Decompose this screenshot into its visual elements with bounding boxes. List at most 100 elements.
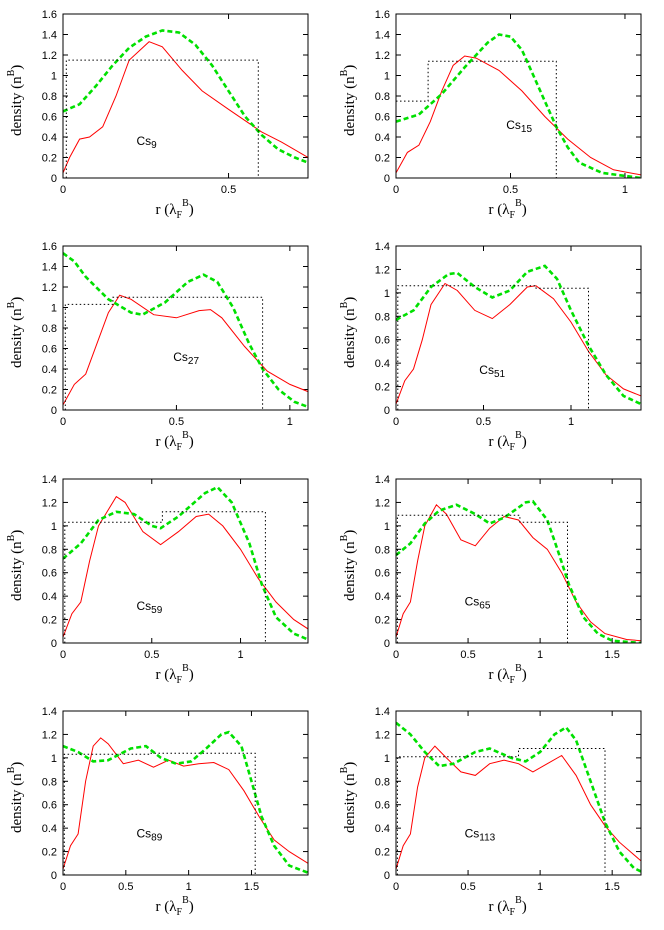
- line-solid: [396, 503, 641, 642]
- y-axis-label: density (nB): [6, 762, 25, 833]
- x-label-text: r (λ: [156, 434, 178, 450]
- y-tick-label: 1.4: [42, 262, 57, 274]
- annotation: Cs51: [479, 363, 505, 380]
- y-tick-label: 0.8: [42, 544, 57, 556]
- line-dotted: [64, 296, 264, 410]
- x-tick-label: 1.5: [605, 649, 620, 661]
- annotation: Cs27: [173, 350, 199, 367]
- y-tick-label: 0.6: [375, 800, 390, 812]
- y-tick-label: 0.4: [42, 591, 57, 603]
- x-tick-label: 0: [393, 184, 399, 196]
- y-label-end: ): [9, 530, 25, 535]
- y-tick-label: 1: [384, 521, 390, 533]
- y-label-sup: B: [339, 766, 350, 773]
- x-label-end: ): [189, 434, 194, 450]
- y-tick-label: 0: [51, 173, 57, 185]
- line-solid: [63, 495, 308, 638]
- x-tick-label: 0.5: [221, 184, 236, 196]
- y-tick-label: 1.4: [42, 30, 57, 42]
- x-tick-label: 0: [393, 881, 399, 893]
- annotation: Cs15: [506, 118, 532, 135]
- line-solid: [63, 737, 308, 870]
- x-label-sup: B: [182, 663, 189, 674]
- y-tick-label: 1.4: [375, 30, 390, 42]
- y-label-sup: B: [339, 301, 350, 308]
- y-tick-label: 1: [384, 753, 390, 765]
- y-tick-label: 0.8: [375, 311, 390, 323]
- y-tick-label: 1.6: [375, 9, 390, 21]
- y-tick-label: 0: [51, 405, 57, 417]
- y-tick-label: 0.8: [42, 91, 57, 103]
- annotation-text: Cs: [137, 826, 152, 840]
- y-tick-label: 0.2: [42, 153, 57, 165]
- y-tick-label: 0: [384, 405, 390, 417]
- line-dotted: [63, 752, 256, 875]
- line-dotted: [396, 514, 568, 643]
- y-label-text: density (n: [342, 541, 358, 601]
- y-tick-label: 0.6: [42, 344, 57, 356]
- y-tick-label: 0.2: [42, 615, 57, 627]
- plot-frame: [395, 478, 642, 644]
- annotation-text: Cs: [465, 826, 480, 840]
- x-label-sub: F: [510, 907, 516, 918]
- annotation-text: Cs: [465, 594, 480, 608]
- y-label-sup: B: [6, 301, 17, 308]
- x-label-sub: F: [510, 210, 516, 221]
- annotation: Cs9: [137, 134, 158, 151]
- y-label-end: ): [342, 65, 358, 70]
- y-tick-label: 0.4: [375, 132, 390, 144]
- x-tick-label: 1.5: [244, 881, 259, 893]
- y-label-text: density (n: [9, 76, 25, 136]
- x-axis-label: r (λFB): [156, 663, 194, 686]
- y-tick-label: 0.6: [375, 335, 390, 347]
- x-tick-label: 0.5: [144, 649, 159, 661]
- x-label-text: r (λ: [156, 202, 178, 218]
- x-label-end: ): [522, 667, 527, 683]
- y-tick-label: 0: [384, 173, 390, 185]
- y-tick-label: 1: [384, 71, 390, 83]
- y-axis-label: density (nB): [339, 530, 358, 601]
- y-label-end: ): [9, 297, 25, 302]
- x-label-end: ): [522, 434, 527, 450]
- x-tick-label: 1: [537, 649, 543, 661]
- x-tick-label: 0: [60, 416, 66, 428]
- annotation: Cs65: [465, 594, 491, 611]
- line-dashed: [63, 29, 308, 164]
- line-dashed: [63, 252, 308, 409]
- annotation-sub: 15: [521, 124, 533, 135]
- y-tick-label: 0.2: [42, 385, 57, 397]
- line-solid: [396, 55, 641, 176]
- x-label-end: ): [189, 202, 194, 218]
- y-tick-label: 0.2: [375, 847, 390, 859]
- x-axis-label: r (λFB): [489, 895, 527, 918]
- y-tick-label: 0.2: [375, 382, 390, 394]
- x-label-end: ): [189, 899, 194, 915]
- annotation-sub: 89: [151, 832, 163, 843]
- y-label-text: density (n: [342, 308, 358, 368]
- x-tick-label: 1: [622, 184, 628, 196]
- line-dashed: [396, 499, 641, 643]
- y-label-end: ): [342, 297, 358, 302]
- y-tick-label: 0.8: [375, 776, 390, 788]
- x-axis-label: r (λFB): [156, 895, 194, 918]
- x-label-sub: F: [177, 442, 183, 453]
- y-label-end: ): [9, 65, 25, 70]
- x-label-sub: F: [177, 210, 183, 221]
- y-tick-label: 0.4: [42, 364, 57, 376]
- y-label-sup: B: [339, 534, 350, 541]
- y-label-sup: B: [6, 69, 17, 76]
- x-label-sup: B: [182, 430, 189, 441]
- y-tick-label: 1.2: [42, 282, 57, 294]
- y-label-end: ): [9, 762, 25, 767]
- annotation-text: Cs: [506, 118, 521, 132]
- y-label-text: density (n: [342, 773, 358, 833]
- x-tick-label: 0.5: [476, 416, 491, 428]
- x-tick-label: 0: [60, 649, 66, 661]
- y-tick-label: 1.4: [375, 706, 390, 718]
- y-tick-label: 0.4: [42, 132, 57, 144]
- y-tick-label: 0.6: [375, 112, 390, 124]
- line-dotted: [65, 59, 259, 178]
